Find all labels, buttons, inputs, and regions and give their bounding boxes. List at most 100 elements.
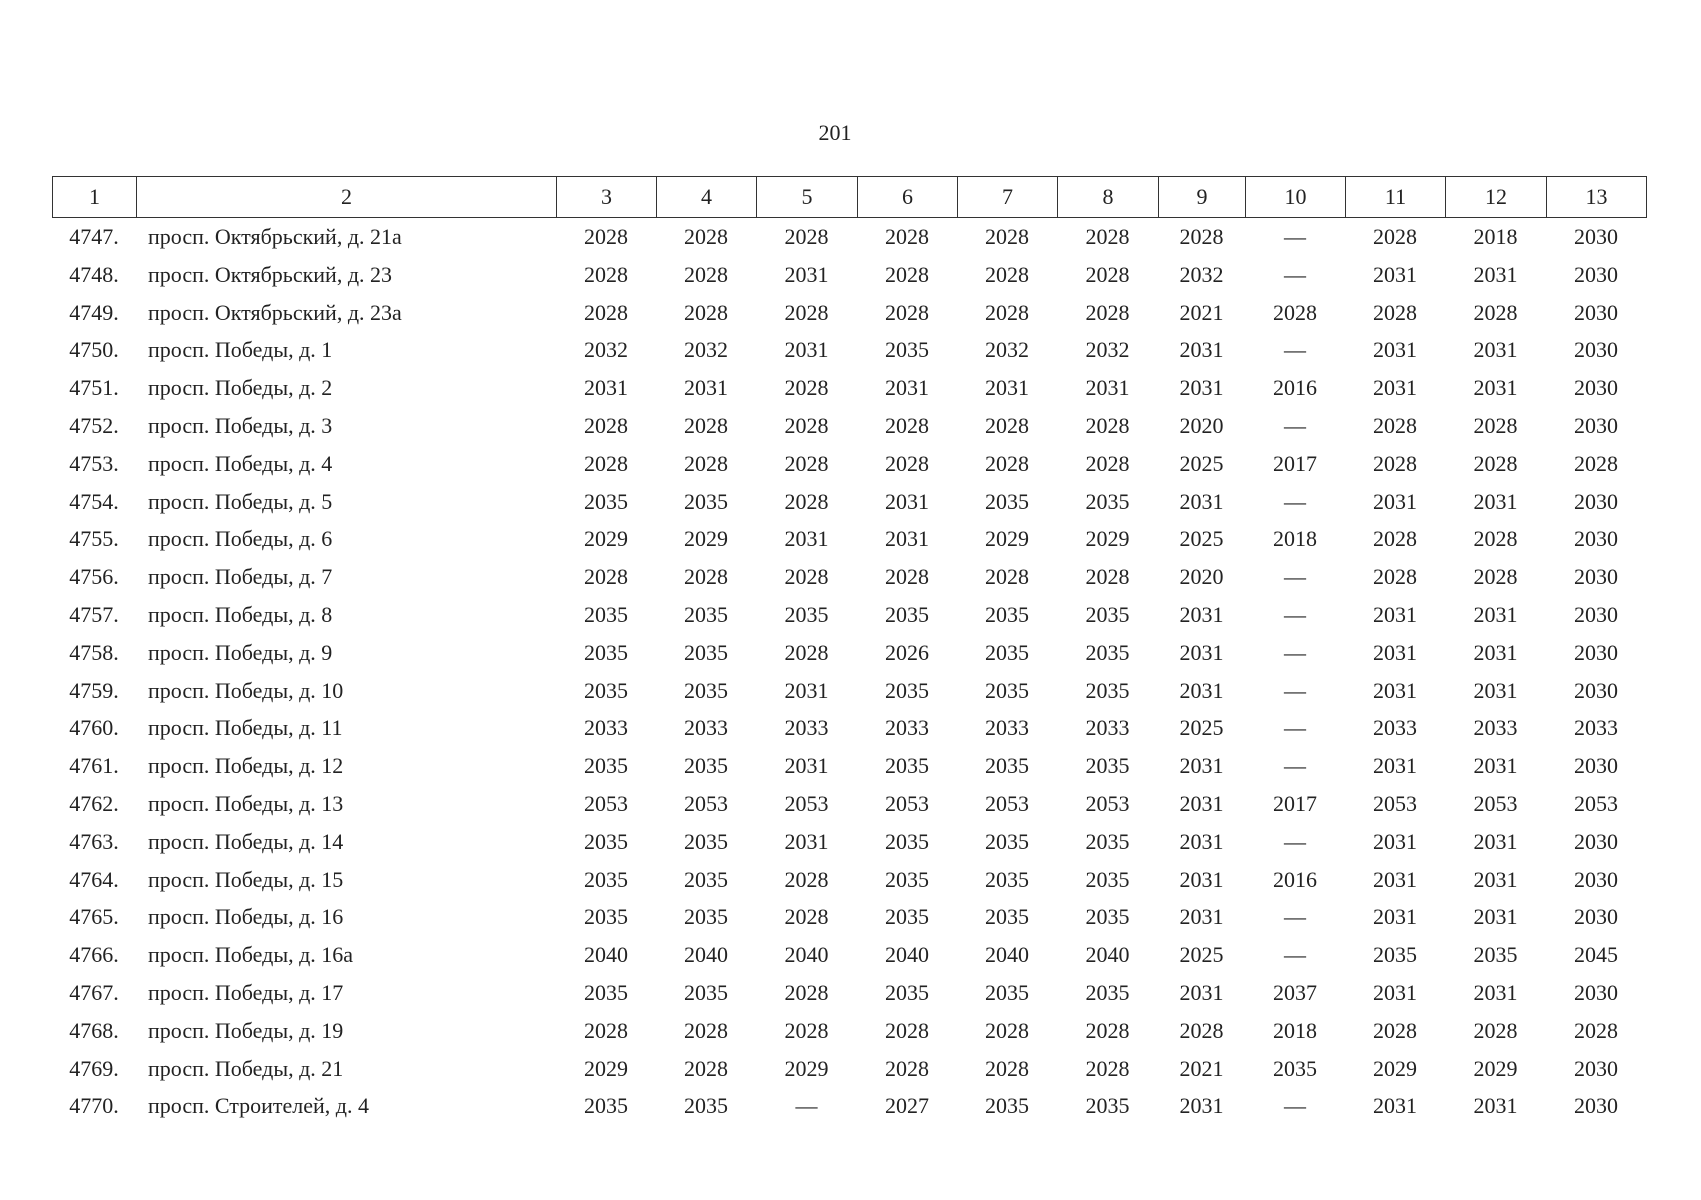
cell: 2028 <box>784 639 829 665</box>
cell: 2028 <box>885 450 929 476</box>
cell: 2028 <box>784 980 829 1005</box>
cell: 2030 <box>1574 866 1618 892</box>
cell: 2029 <box>684 526 728 552</box>
cell: — <box>1284 639 1306 665</box>
cell: 2028 <box>784 450 829 476</box>
cell: 2028 <box>1179 1017 1224 1043</box>
cell: 2035 <box>1373 942 1417 968</box>
cell: 2028 <box>985 224 1029 249</box>
cell: 2035 <box>885 753 929 779</box>
cell: 2028 <box>985 450 1029 476</box>
cell: 2028 <box>1473 564 1518 590</box>
row-number: 4764. <box>69 866 119 892</box>
cell: 2016 <box>1273 375 1317 401</box>
cell: 2035 <box>684 753 728 779</box>
cell: — <box>1284 337 1306 363</box>
cell: 2031 <box>784 677 829 703</box>
cell: 2028 <box>784 375 829 401</box>
cell: — <box>1284 715 1306 741</box>
cell: — <box>795 1093 818 1119</box>
cell: 2031 <box>784 526 829 552</box>
cell: 2035 <box>1085 602 1130 627</box>
cell: 2029 <box>584 526 628 552</box>
row-number: 4763. <box>69 828 119 854</box>
row-number: 4755. <box>69 526 119 552</box>
cell: 2031 <box>1179 904 1224 930</box>
cell: 2031 <box>1373 602 1417 627</box>
cell: 2031 <box>885 488 929 514</box>
cell: 2028 <box>985 1017 1029 1043</box>
cell: 2035 <box>584 904 628 930</box>
cell: 2035 <box>885 980 929 1005</box>
cell: 2033 <box>784 715 829 741</box>
cell: 2040 <box>684 942 728 968</box>
cell: 2031 <box>1473 753 1518 779</box>
cell: 2035 <box>1085 866 1130 892</box>
address: просп. Победы, д. 13 <box>148 791 344 816</box>
header-cell: 5 <box>756 176 858 218</box>
cell: 2053 <box>885 791 929 816</box>
cell: 2031 <box>1473 602 1518 627</box>
cell: 2035 <box>985 866 1029 892</box>
cell: 2035 <box>1085 980 1130 1005</box>
cell: 2035 <box>1085 488 1130 514</box>
cell: 2030 <box>1574 488 1618 514</box>
cell: 2030 <box>1574 980 1618 1005</box>
cell: 2030 <box>1574 224 1618 249</box>
cell: 2031 <box>885 526 929 552</box>
cell: 2031 <box>1473 375 1518 401</box>
cell: 2032 <box>1179 261 1224 287</box>
cell: 2031 <box>1373 677 1417 703</box>
address: просп. Победы, д. 7 <box>148 564 333 590</box>
cell: 2030 <box>1574 1093 1618 1119</box>
cell: 2030 <box>1574 753 1618 779</box>
cell: — <box>1284 828 1306 854</box>
cell: 2028 <box>1373 564 1417 590</box>
cell: 2030 <box>1574 413 1618 438</box>
cell: 2021 <box>1179 299 1224 325</box>
cell: 2030 <box>1574 639 1618 665</box>
header-cell: 10 <box>1245 176 1346 218</box>
cell: 2028 <box>684 1055 728 1081</box>
cell: 2033 <box>1373 715 1417 741</box>
cell: 2035 <box>684 866 728 892</box>
cell: 2040 <box>885 942 929 968</box>
cell: 2053 <box>985 791 1029 816</box>
cell: 2031 <box>1179 866 1224 892</box>
page-number: 201 <box>818 120 852 145</box>
cell: 2028 <box>784 413 829 438</box>
row-number: 4762. <box>69 791 119 816</box>
row-number: 4748. <box>69 261 119 287</box>
cell: 2028 <box>584 450 628 476</box>
cell: 2028 <box>985 261 1029 287</box>
address: просп. Победы, д. 21 <box>148 1055 344 1081</box>
address: просп. Строителей, д. 4 <box>148 1093 369 1119</box>
cell: 2018 <box>1273 526 1317 552</box>
row-number: 4747. <box>69 224 119 249</box>
cell: 2031 <box>1473 980 1518 1005</box>
cell: 2031 <box>784 753 829 779</box>
row-number: 4750. <box>69 337 119 363</box>
cell: 2031 <box>1473 261 1518 287</box>
cell: 2028 <box>1373 224 1417 249</box>
row-number: 4753. <box>69 450 119 476</box>
cell: 2028 <box>584 299 628 325</box>
cell: 2033 <box>1574 715 1618 741</box>
address: просп. Победы, д. 3 <box>148 413 333 438</box>
header-cell: 4 <box>656 176 757 218</box>
cell: 2035 <box>1085 828 1130 854</box>
cell: 2017 <box>1273 791 1317 816</box>
row-number: 4765. <box>69 904 119 930</box>
cell: 2031 <box>1373 639 1417 665</box>
cell: 2028 <box>1574 1017 1618 1043</box>
cell: 2031 <box>1473 828 1518 854</box>
cell: 2031 <box>1373 980 1417 1005</box>
cell: 2029 <box>985 526 1029 552</box>
address: просп. Победы, д. 4 <box>148 450 333 476</box>
cell: 2035 <box>1473 942 1518 968</box>
row-number: 4760. <box>69 715 119 741</box>
cell: 2031 <box>1373 375 1417 401</box>
cell: 2027 <box>885 1093 929 1119</box>
cell: — <box>1284 904 1306 930</box>
